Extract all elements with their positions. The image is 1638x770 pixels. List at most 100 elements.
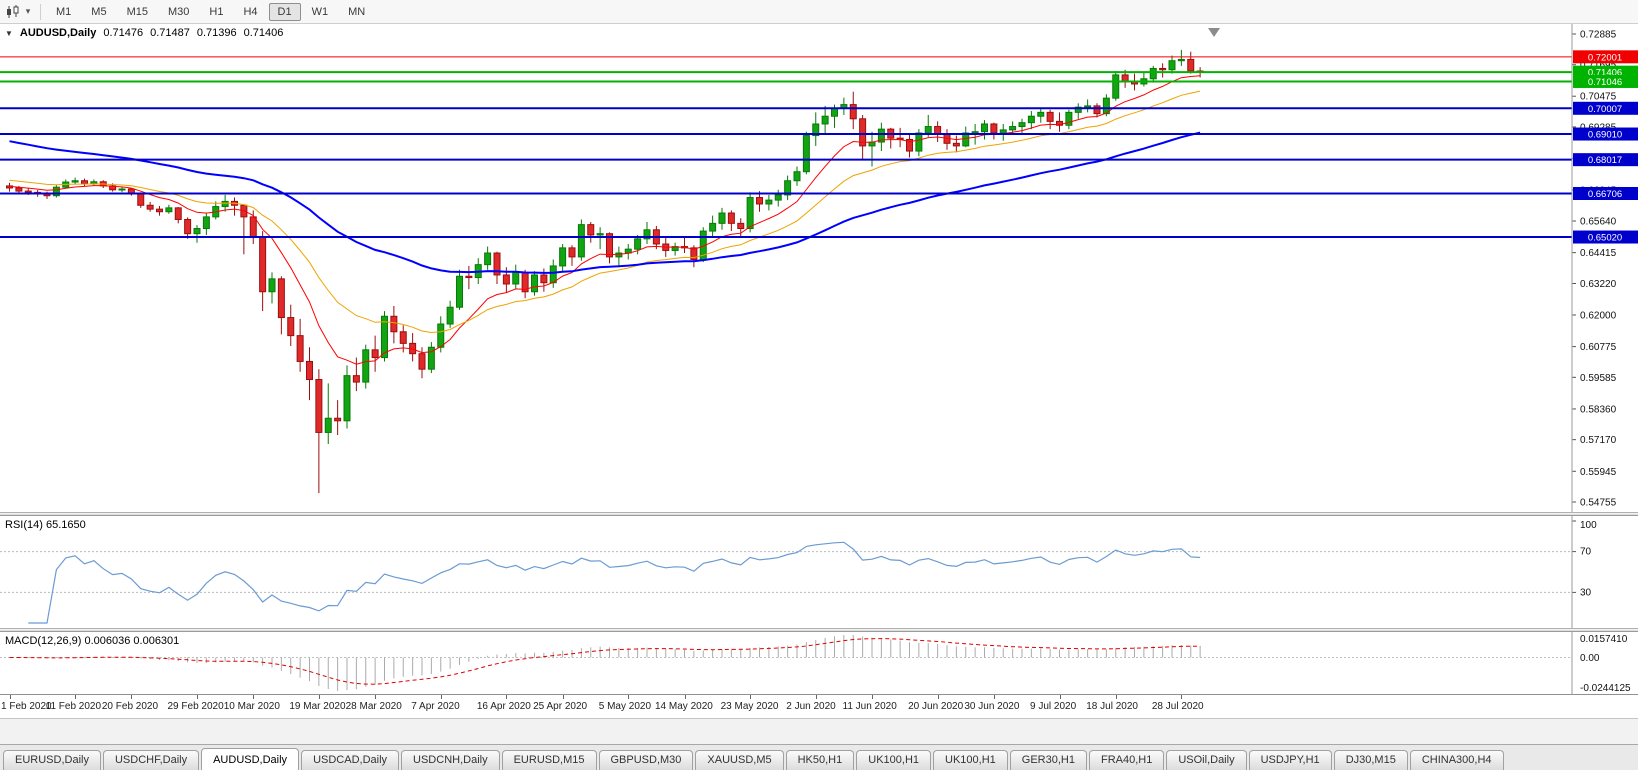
level-price-label: 0.71046 (1588, 77, 1622, 88)
chart-tab-usoil-daily[interactable]: USOil,Daily (1166, 750, 1247, 770)
ohlc-open-value: 0.71476 (103, 27, 144, 39)
ohlc-high-value: 0.71487 (150, 27, 190, 39)
y-axis-tick: 0.58360 (1580, 404, 1617, 415)
y-axis-tick: 0.65640 (1580, 217, 1617, 228)
timeframe-button-m15[interactable]: M15 (126, 5, 148, 18)
chart-type-caret-icon[interactable]: ▾ (25, 6, 31, 16)
x-axis-date-label: 14 May 2020 (655, 701, 713, 712)
x-axis-date-label: 28 Jul 2020 (1151, 701, 1204, 712)
panel-divider[interactable] (0, 512, 1638, 516)
level-price-box (1573, 50, 1638, 64)
chart-title: ▼ AUDUSD,Daily 0.71476 0.71487 0.71396 0… (5, 27, 283, 39)
y-axis-tick: 0.60775 (1580, 342, 1617, 353)
x-axis-tick-mark (993, 695, 995, 699)
chart-tab-xauusd-m5[interactable]: XAUUSD,M5 (695, 750, 784, 770)
chart-tab-china300-h4[interactable]: CHINA300,H4 (1409, 750, 1504, 770)
chart-tab-ger30-h1[interactable]: GER30,H1 (1009, 750, 1087, 770)
ohlc-close-value: 0.71406 (243, 27, 284, 39)
y-axis-tick: 0.57170 (1580, 435, 1617, 446)
chart-shift-marker-icon[interactable] (1208, 28, 1220, 37)
rsi-label: RSI(14) 65.1650 (5, 519, 86, 531)
ma-slow-blue (9, 131, 1201, 274)
level-price-label: 0.72001 (1588, 52, 1622, 63)
panel-divider[interactable] (0, 628, 1638, 632)
x-axis-date-label: 11 Feb 2020 (45, 701, 102, 712)
x-axis-date-label: 10 Mar 2020 (223, 701, 280, 712)
ma-mid-orange (9, 90, 1201, 334)
x-axis-tick-mark (440, 695, 442, 699)
timeframe-button-d1[interactable]: D1 (268, 2, 301, 21)
x-axis-tick-mark (75, 695, 77, 699)
macd-indicator-panel[interactable]: 0.0157410 0.00 -0.0244125 MACD(12,26,9) 0.… (0, 632, 1638, 694)
x-axis-tick-mark (253, 695, 255, 699)
timeframe-button-m30[interactable]: M30 (167, 5, 190, 18)
chart-tab-gbpusd-m30[interactable]: GBPUSD,M30 (598, 750, 694, 770)
chart-tab-audusd-daily[interactable]: AUDUSD,Daily (201, 748, 300, 770)
chart-tab-fra40-h1[interactable]: FRA40,H1 (1088, 750, 1165, 770)
macd-canvas[interactable]: 0.0157410 0.00 -0.0244125 (0, 632, 1638, 694)
collapse-triangle-icon[interactable]: ▼ (5, 28, 13, 38)
x-axis-tick-mark (1115, 695, 1117, 699)
chart-tab-uk100-h1[interactable]: UK100,H1 (856, 750, 932, 770)
rsi-canvas[interactable]: 100 70 30 (0, 516, 1638, 628)
timeframe-button-w1[interactable]: W1 (311, 5, 329, 18)
x-axis-tick-mark (684, 695, 686, 699)
level-price-box (1573, 230, 1638, 244)
chart-tab-usdjpy-h1[interactable]: USDJPY,H1 (1248, 750, 1332, 770)
macd-label: MACD(12,26,9) 0.006036 0.006301 (5, 635, 180, 647)
x-axis-date-label: 5 May 2020 (598, 701, 652, 712)
x-axis-date-label: 25 Apr 2020 (533, 701, 588, 712)
timeframe-buttons-group: M1 M5 M15 M30 H1 H4 D1 W1 MN (47, 2, 374, 21)
rsi-line (28, 541, 1201, 624)
x-axis-tick-mark (1059, 695, 1061, 699)
window-bottom-strip (0, 718, 1638, 744)
time-axis[interactable]: 1 Feb 2020 11 Feb 2020 20 Feb 2020 29 Feb 2… (0, 694, 1638, 718)
x-axis-tick-mark (628, 695, 630, 699)
level-price-box (1573, 101, 1638, 115)
price-chart-panel[interactable]: 0.728850.716950.704750.692850.680650.668… (0, 24, 1638, 512)
x-axis-tick-mark (375, 695, 377, 699)
level-price-label: 0.65020 (1588, 233, 1622, 244)
level-price-label: 0.66706 (1588, 189, 1622, 200)
x-axis-date-label: 11 Jun 2020 (842, 701, 897, 712)
x-axis-tick-mark (318, 695, 320, 699)
level-price-box (1573, 74, 1638, 88)
chart-tab-hk50-h1[interactable]: HK50,H1 (785, 750, 855, 770)
macd-axis-tick: 0.00 (1580, 653, 1600, 664)
x-axis-tick-mark (872, 695, 873, 699)
x-axis-date-label: 29 Feb 2020 (167, 701, 224, 712)
rsi-indicator-panel[interactable]: 100 70 30 RSI(14) 65.1650 (0, 516, 1638, 628)
chart-tab-usdchf-daily[interactable]: USDCHF,Daily (102, 750, 200, 770)
chart-tab-dj30-m15[interactable]: DJ30,M15 (1333, 750, 1408, 770)
chart-tab-usdcad-daily[interactable]: USDCAD,Daily (301, 750, 400, 770)
macd-axis-tick: -0.0244125 (1580, 683, 1631, 694)
chart-tab-eurusd-daily[interactable]: EURUSD,Daily (3, 750, 101, 770)
chart-tab-eurusd-m15[interactable]: EURUSD,M15 (501, 750, 597, 770)
y-axis-tick: 0.64415 (1580, 248, 1617, 259)
timeframe-button-h1[interactable]: H1 (209, 5, 224, 18)
x-axis-date-label: 19 Mar 2020 (289, 701, 346, 712)
rsi-axis-tick: 30 (1580, 587, 1592, 598)
x-axis-tick-mark (937, 695, 939, 699)
chart-type-icon[interactable] (4, 3, 22, 21)
x-axis-tick-mark (815, 695, 817, 699)
level-price-box (1573, 187, 1638, 201)
timeframe-button-m5[interactable]: M5 (91, 5, 107, 18)
x-axis-date-label: 16 Apr 2020 (476, 701, 531, 712)
timeframe-button-mn[interactable]: MN (348, 5, 366, 18)
rsi-axis-tick: 100 (1580, 520, 1597, 531)
x-axis-date-label: 1 Feb 2020 (1, 701, 52, 712)
x-axis-tick-mark (131, 695, 133, 699)
level-price-label: 0.68017 (1588, 155, 1622, 166)
x-axis-date-label: 28 Mar 2020 (345, 701, 402, 712)
chart-tab-usdcnh-daily[interactable]: USDCNH,Daily (401, 750, 500, 770)
timeframe-button-h4[interactable]: H4 (243, 5, 258, 18)
chart-tab-uk100-h1[interactable]: UK100,H1 (933, 750, 1008, 770)
x-axis-date-label: 7 Apr 2020 (411, 701, 460, 712)
timeframe-button-m1[interactable]: M1 (56, 5, 72, 18)
price-chart-canvas[interactable]: 0.728850.716950.704750.692850.680650.668… (0, 24, 1638, 512)
x-axis-tick-mark (197, 695, 198, 699)
x-axis-date-label: 20 Jun 2020 (908, 701, 964, 712)
macd-histogram (18, 635, 1201, 691)
